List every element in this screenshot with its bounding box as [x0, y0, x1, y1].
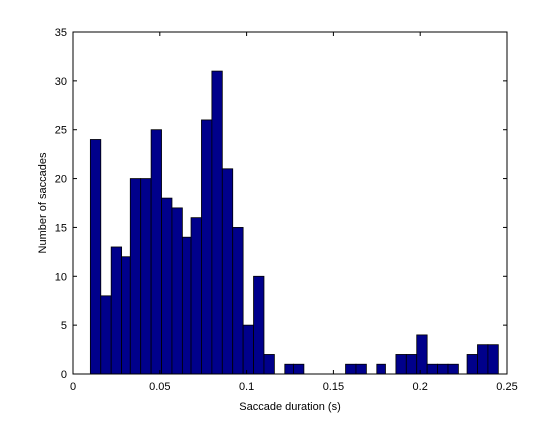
histogram-bar — [447, 363, 459, 375]
histogram-bar — [242, 324, 254, 375]
histogram-bar — [201, 119, 213, 375]
histogram-bar — [221, 168, 234, 375]
histogram-bar — [263, 354, 275, 375]
histogram-bar — [477, 344, 489, 375]
histogram-bar — [190, 217, 202, 375]
histogram-bar — [171, 207, 183, 375]
histogram-bar — [395, 354, 407, 375]
histogram-bar — [437, 363, 449, 375]
y-tick-label: 0 — [61, 369, 67, 381]
y-tick-label: 15 — [55, 222, 67, 234]
histogram-bar — [89, 139, 102, 375]
ticks-group: 0 0.05 0.1 0.15 0.2 0.25 0 5 10 15 20 25 30 35 — [55, 27, 518, 393]
histogram-bar — [345, 363, 357, 375]
histogram-bar — [110, 246, 123, 375]
y-tick-label: 10 — [55, 271, 67, 283]
y-tick-label: 25 — [55, 125, 67, 137]
y-tick-label: 5 — [61, 320, 67, 332]
x-tick-label: 0.15 — [323, 381, 344, 393]
x-axis-label: Saccade duration (s) — [239, 401, 341, 413]
y-axis-label: Number of saccades — [37, 152, 49, 253]
x-tick-label: 0.2 — [413, 381, 428, 393]
histogram-bar — [121, 256, 131, 375]
x-tick-label: 0.1 — [239, 381, 254, 393]
y-tick-label: 30 — [55, 76, 67, 88]
y-tick-label: 35 — [55, 27, 67, 39]
histogram-bar — [150, 129, 162, 375]
histogram-bar — [405, 354, 418, 375]
histogram-bar — [376, 363, 386, 375]
histogram-bar — [100, 295, 112, 375]
histogram-bar — [161, 197, 173, 375]
x-tick-label: 0.25 — [496, 381, 517, 393]
histogram-bar — [140, 178, 152, 375]
histogram-bar — [211, 70, 223, 375]
y-tick-label: 20 — [55, 174, 67, 186]
histogram-bar — [416, 334, 428, 375]
histogram-bar — [355, 363, 367, 375]
histogram-bar — [466, 354, 478, 375]
histogram-bar — [426, 363, 438, 375]
axes-box — [72, 31, 508, 375]
histogram-bar — [129, 178, 142, 375]
x-tick-label: 0 — [70, 381, 76, 393]
histogram-bar — [232, 227, 244, 375]
x-tick-label: 0.05 — [149, 381, 170, 393]
histogram-bar — [284, 363, 294, 375]
histogram-bar — [487, 344, 499, 375]
histogram-bar — [181, 236, 192, 375]
histogram-bar — [253, 275, 265, 375]
histogram-bar — [293, 363, 305, 375]
